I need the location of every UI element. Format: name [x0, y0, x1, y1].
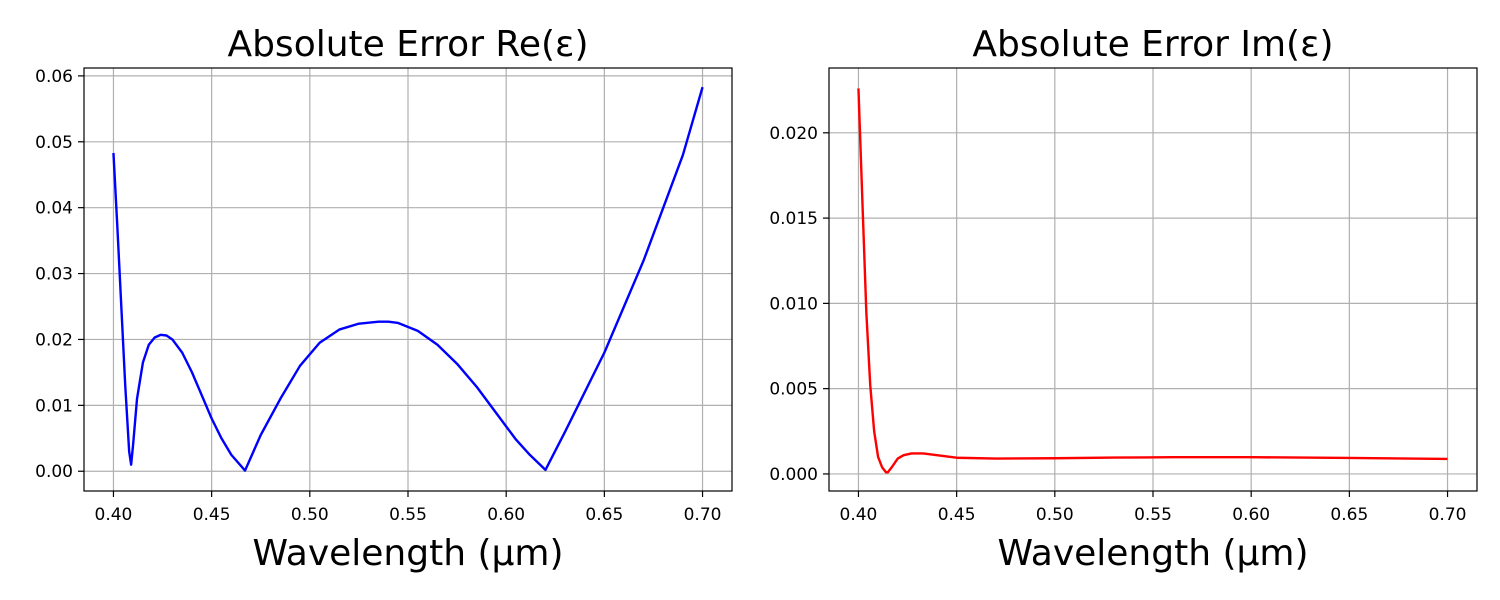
- x-tick-label: 0.60: [1232, 505, 1270, 525]
- y-tick-label: 0.005: [769, 380, 818, 400]
- x-tick-label: 0.70: [684, 505, 722, 525]
- x-tick-label: 0.45: [193, 505, 231, 525]
- x-axis-label: Wavelength (µm): [252, 533, 563, 574]
- y-tick-label: 0.00: [35, 462, 73, 482]
- series-line: [112, 86, 704, 472]
- x-axis-label: Wavelength (µm): [997, 533, 1308, 574]
- y-tick-label: 0.020: [769, 124, 818, 144]
- y-tick-label: 0.000: [769, 465, 818, 485]
- chart-im-error: Absolute Error Im(ε) Wavelength (µm) 0.4…: [769, 24, 1478, 574]
- y-tick-label: 0.05: [35, 133, 73, 153]
- x-tick-label: 0.50: [1036, 505, 1074, 525]
- chart-title: Absolute Error Im(ε): [972, 24, 1333, 65]
- y-tick-label: 0.015: [769, 209, 818, 229]
- x-tick-label: 0.50: [291, 505, 329, 525]
- y-tick-label: 0.02: [35, 330, 73, 350]
- y-tick-label: 0.06: [35, 67, 73, 87]
- chart-title: Absolute Error Re(ε): [227, 24, 588, 65]
- x-tick-label: 0.55: [1134, 505, 1172, 525]
- y-tick-label: 0.01: [35, 396, 73, 416]
- x-tick-label: 0.65: [585, 505, 623, 525]
- x-tick-label: 0.40: [840, 505, 878, 525]
- x-tick-label: 0.65: [1330, 505, 1368, 525]
- y-tick-label: 0.04: [35, 199, 73, 219]
- y-tick-label: 0.03: [35, 265, 73, 285]
- x-tick-label: 0.60: [487, 505, 525, 525]
- x-tick-label: 0.70: [1429, 505, 1467, 525]
- chart-re-error: Absolute Error Re(ε) Wavelength (µm) 0.4…: [35, 24, 733, 574]
- series-line: [857, 88, 1448, 474]
- y-tick-label: 0.010: [769, 294, 818, 314]
- x-tick-label: 0.55: [389, 505, 427, 525]
- x-tick-label: 0.45: [938, 505, 976, 525]
- x-tick-label: 0.40: [95, 505, 133, 525]
